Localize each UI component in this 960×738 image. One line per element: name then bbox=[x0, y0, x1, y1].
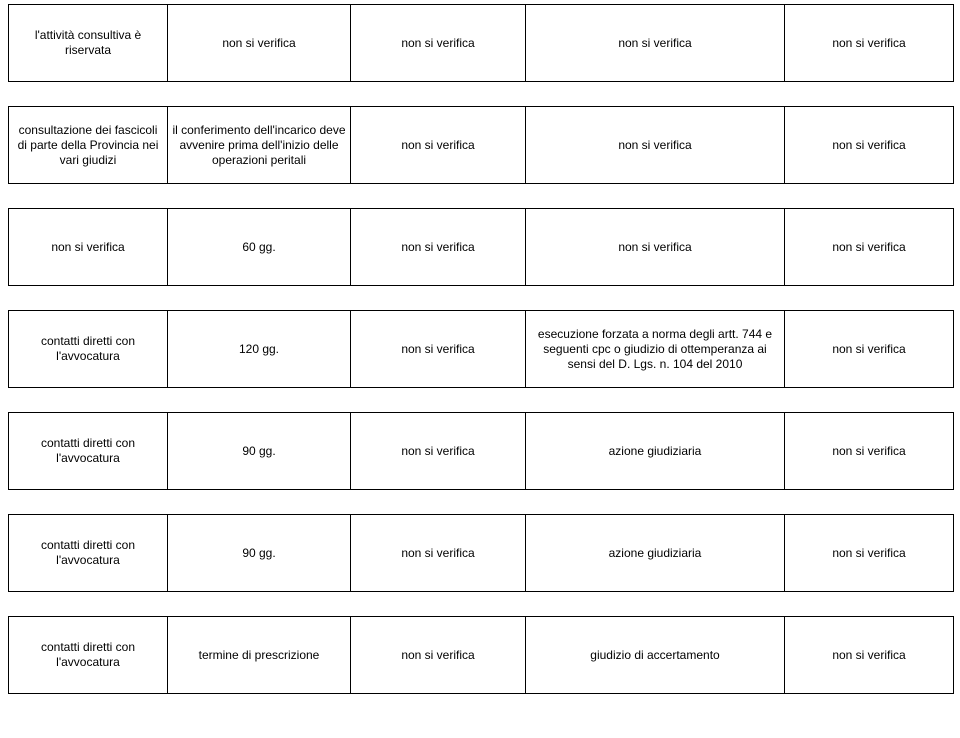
cell-col2: 60 gg. bbox=[168, 209, 351, 286]
cell-col3: non si verifica bbox=[351, 107, 526, 184]
table-row: non si verifica 60 gg. non si verifica n… bbox=[8, 208, 954, 286]
table-row: contatti diretti con l'avvocatura 120 gg… bbox=[8, 310, 954, 388]
table-row: contatti diretti con l'avvocatura 90 gg.… bbox=[8, 412, 954, 490]
table-row: contatti diretti con l'avvocatura termin… bbox=[8, 616, 954, 694]
cell-col3: non si verifica bbox=[351, 5, 526, 82]
table-row: contatti diretti con l'avvocatura 90 gg.… bbox=[8, 514, 954, 592]
cell-col4: non si verifica bbox=[526, 107, 785, 184]
cell-col5: non si verifica bbox=[785, 311, 954, 388]
cell-col4: non si verifica bbox=[526, 5, 785, 82]
cell-col3: non si verifica bbox=[351, 413, 526, 490]
cell-col3: non si verifica bbox=[351, 209, 526, 286]
cell-col2: 120 gg. bbox=[168, 311, 351, 388]
cell-col5: non si verifica bbox=[785, 209, 954, 286]
cell-col4: esecuzione forzata a norma degli artt. 7… bbox=[526, 311, 785, 388]
cell-col4: azione giudiziaria bbox=[526, 413, 785, 490]
cell-col5: non si verifica bbox=[785, 617, 954, 694]
cell-col2: il conferimento dell'incarico deve avven… bbox=[168, 107, 351, 184]
cell-col1: non si verifica bbox=[9, 209, 168, 286]
table-row: l'attività consultiva è riservata non si… bbox=[8, 4, 954, 82]
cell-col5: non si verifica bbox=[785, 413, 954, 490]
cell-col4: non si verifica bbox=[526, 209, 785, 286]
cell-col1: contatti diretti con l'avvocatura bbox=[9, 515, 168, 592]
cell-col5: non si verifica bbox=[785, 107, 954, 184]
cell-col2: non si verifica bbox=[168, 5, 351, 82]
cell-col4: giudizio di accertamento bbox=[526, 617, 785, 694]
cell-col3: non si verifica bbox=[351, 617, 526, 694]
cell-col4: azione giudiziaria bbox=[526, 515, 785, 592]
cell-col1: consultazione dei fascicoli di parte del… bbox=[9, 107, 168, 184]
cell-col2: termine di prescrizione bbox=[168, 617, 351, 694]
cell-col3: non si verifica bbox=[351, 311, 526, 388]
cell-col1: contatti diretti con l'avvocatura bbox=[9, 311, 168, 388]
cell-col5: non si verifica bbox=[785, 515, 954, 592]
document-page: l'attività consultiva è riservata non si… bbox=[0, 0, 960, 738]
cell-col1: contatti diretti con l'avvocatura bbox=[9, 617, 168, 694]
cell-col3: non si verifica bbox=[351, 515, 526, 592]
cell-col5: non si verifica bbox=[785, 5, 954, 82]
table-row: consultazione dei fascicoli di parte del… bbox=[8, 106, 954, 184]
cell-col1: contatti diretti con l'avvocatura bbox=[9, 413, 168, 490]
cell-col1: l'attività consultiva è riservata bbox=[9, 5, 168, 82]
cell-col2: 90 gg. bbox=[168, 413, 351, 490]
cell-col2: 90 gg. bbox=[168, 515, 351, 592]
